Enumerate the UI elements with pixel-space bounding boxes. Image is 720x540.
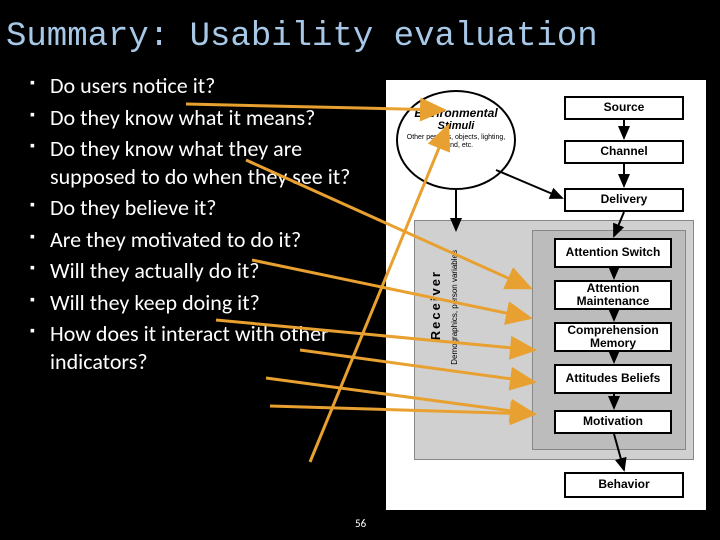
list-item: Do they know what it means? (30, 104, 380, 132)
list-item: Do they know what they are supposed to d… (30, 135, 380, 190)
diagram-internal-arrows (386, 80, 706, 510)
list-item: Are they motivated to do it? (30, 226, 380, 254)
bullet-list: Do users notice it? Do they know what it… (30, 64, 380, 379)
list-item: Will they keep doing it? (30, 289, 380, 317)
list-item: Do users notice it? (30, 72, 380, 100)
flowchart-diagram: Environmental Stimuli Other persons, obj… (386, 80, 706, 510)
list-item: Do they believe it? (30, 194, 380, 222)
list-item: How does it interact with other indicato… (30, 320, 380, 375)
list-item: Will they actually do it? (30, 257, 380, 285)
slide-title: Summary: Usability evaluation (0, 0, 720, 64)
page-number: 56 (355, 517, 366, 530)
